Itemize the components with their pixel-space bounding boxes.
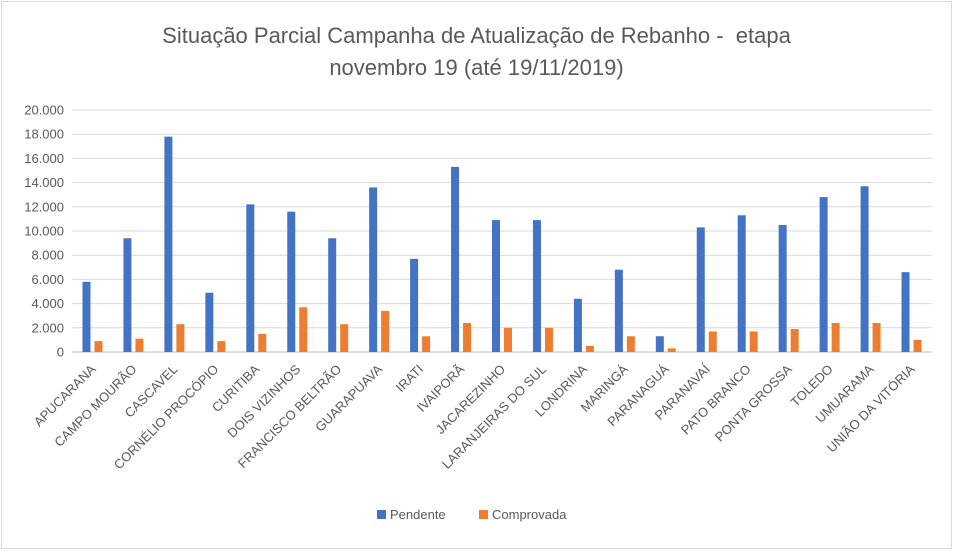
bar-comprovada-17	[790, 329, 799, 352]
bar-comprovada-10	[504, 327, 512, 352]
y-tick-label: 0	[57, 345, 64, 360]
bar-comprovada-6	[340, 324, 349, 352]
gridlines	[72, 109, 932, 353]
legend-label-pendente: Pendente	[390, 507, 446, 522]
bar-comprovada-1	[135, 338, 144, 352]
bar-comprovada-15	[708, 331, 717, 352]
bar-pendente-16	[737, 215, 746, 352]
bar-comprovada-4	[258, 333, 267, 352]
bar-comprovada-12	[585, 345, 594, 352]
bar-pendente-5	[287, 211, 296, 352]
bar-pendente-17	[778, 224, 787, 352]
bar-pendente-1	[123, 238, 132, 352]
y-tick-label: 18.000	[24, 127, 64, 142]
bars	[82, 136, 922, 352]
bar-comprovada-13	[626, 336, 635, 352]
bar-pendente-15	[696, 227, 705, 352]
chart-title-line-1: Situação Parcial Campanha de Atualização…	[162, 23, 791, 48]
bar-pendente-12	[573, 298, 582, 352]
x-tick-label: DOIS VIZINHOS	[224, 361, 303, 440]
bar-comprovada-9	[463, 322, 472, 352]
y-tick-label: 4.000	[31, 296, 64, 311]
bar-comprovada-0	[94, 341, 103, 352]
y-tick-label: 20.000	[24, 103, 64, 118]
x-tick-label: PATO BRANCO	[678, 362, 754, 438]
bar-comprovada-19	[872, 322, 881, 352]
y-tick-label: 8.000	[31, 248, 64, 263]
bar-pendente-8	[410, 258, 419, 352]
y-tick-label: 2.000	[31, 320, 64, 335]
bar-comprovada-11	[544, 327, 553, 352]
chart-title-line-2: novembro 19 (até 19/11/2019)	[329, 55, 624, 80]
x-tick-label: IRATI	[393, 362, 426, 395]
legend: Pendente Comprovada	[377, 507, 567, 522]
y-tick-label: 14.000	[24, 175, 64, 190]
bar-pendente-0	[82, 281, 91, 352]
y-tick-label: 12.000	[24, 199, 64, 214]
bar-comprovada-14	[667, 348, 676, 352]
bar-pendente-18	[819, 197, 828, 352]
x-tick-label: PONTA GROSSA	[712, 361, 795, 444]
bar-pendente-2	[164, 136, 173, 352]
legend-label-comprovada: Comprovada	[492, 507, 567, 522]
bar-pendente-19	[860, 186, 869, 352]
bar-comprovada-8	[422, 336, 431, 352]
bar-comprovada-3	[217, 341, 226, 352]
chart-title: Situação Parcial Campanha de Atualização…	[0, 20, 953, 84]
bar-comprovada-7	[381, 310, 390, 352]
bar-pendente-3	[205, 292, 214, 352]
y-tick-label: 10.000	[24, 224, 64, 239]
legend-swatch-pendente	[377, 510, 386, 519]
bar-pendente-10	[492, 220, 500, 352]
y-tick-label: 16.000	[24, 151, 64, 166]
bar-comprovada-2	[176, 324, 185, 352]
bar-pendente-13	[614, 269, 623, 352]
bar-pendente-20	[901, 272, 910, 352]
bar-comprovada-18	[831, 322, 840, 352]
bar-pendente-9	[451, 166, 460, 352]
y-tick-label: 6.000	[31, 272, 64, 287]
bar-pendente-4	[246, 204, 255, 352]
bar-comprovada-20	[913, 339, 922, 352]
bar-pendente-11	[532, 220, 541, 352]
bar-pendente-7	[369, 187, 378, 352]
legend-swatch-comprovada	[479, 510, 488, 519]
bar-comprovada-5	[299, 307, 308, 352]
bar-pendente-6	[328, 238, 337, 352]
bar-pendente-14	[655, 336, 664, 352]
bar-comprovada-16	[749, 331, 758, 352]
y-axis-ticks: 0 2.000 4.000 6.000 8.000 10.000 12.000 14.000 1…	[24, 103, 64, 360]
